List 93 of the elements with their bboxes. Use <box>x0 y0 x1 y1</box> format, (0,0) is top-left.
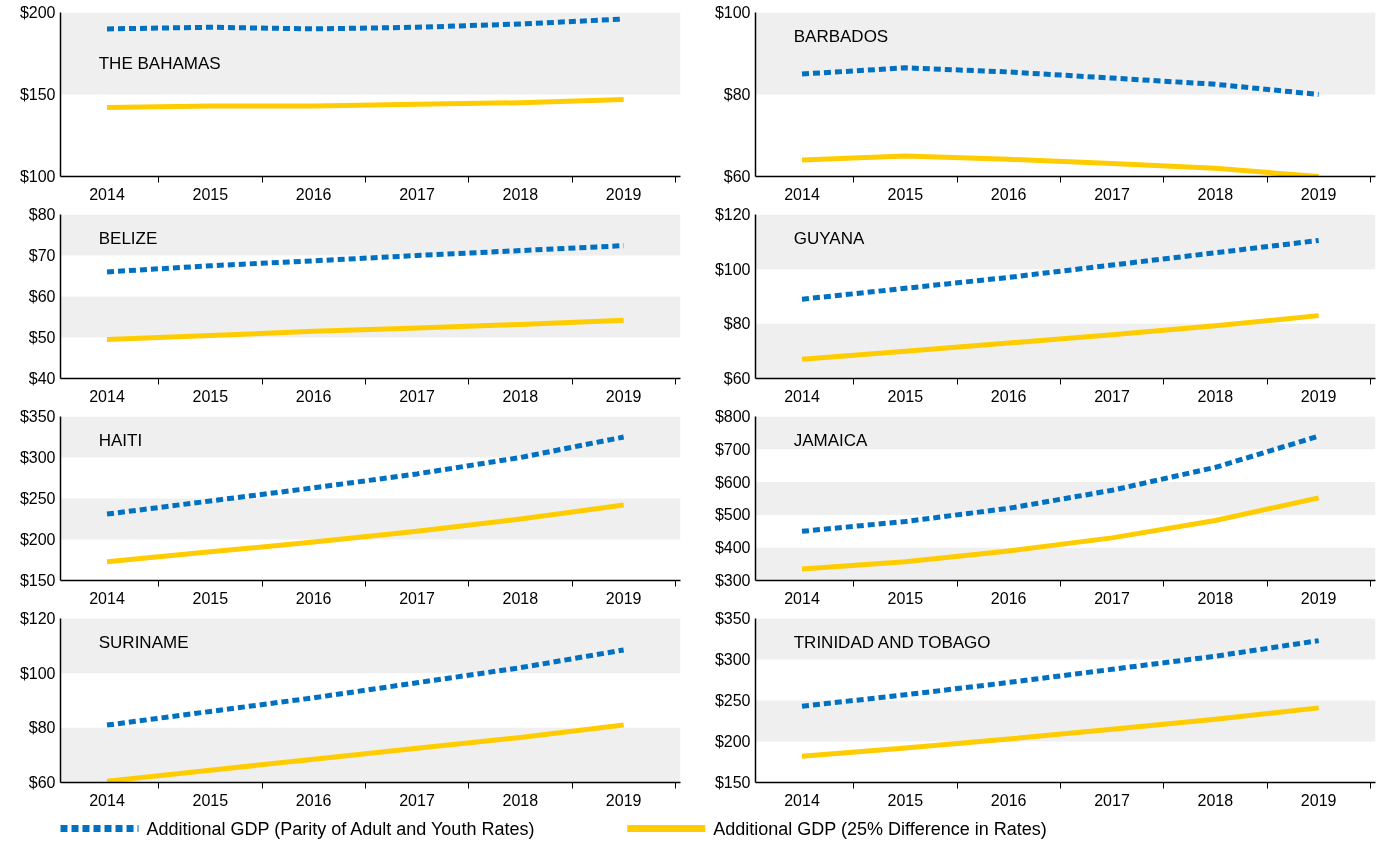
x-tick-label: 2019 <box>605 387 642 405</box>
y-tick-label: $350 <box>19 408 56 425</box>
x-tick-label: 2016 <box>990 791 1027 809</box>
y-tick-label: $80 <box>28 206 56 223</box>
text: BELIZE <box>98 228 158 248</box>
x-tick-label: 2017 <box>1094 185 1130 203</box>
y-tick-label: $150 <box>714 774 751 791</box>
x-tick-label: 2014 <box>89 791 125 809</box>
y-tick-label: $300 <box>714 572 751 589</box>
x-tick-label: 2014 <box>784 791 820 809</box>
y-tick-label: $120 <box>19 610 56 627</box>
x-tick-label: 2014 <box>89 387 125 405</box>
x-tick-label: 2016 <box>295 387 332 405</box>
y-tick-label: $200 <box>19 4 56 21</box>
x-tick-label: 2015 <box>887 791 924 809</box>
y-tick-label: $80 <box>723 86 751 103</box>
x-tick-label: 2015 <box>887 185 924 203</box>
y-tick-label: $800 <box>714 408 751 425</box>
y-tick-label: $400 <box>714 539 751 557</box>
y-tick-label: $300 <box>714 651 751 668</box>
y-tick-label: $60 <box>723 168 751 185</box>
x-tick-label: 2016 <box>990 387 1027 405</box>
x-tick-label: 2016 <box>990 185 1027 203</box>
y-tick-label: $120 <box>714 206 751 223</box>
y-tick-label: $60 <box>28 288 56 305</box>
x-tick-label: 2018 <box>502 387 539 405</box>
x-tick-label: 2015 <box>192 791 229 809</box>
y-tick-label: $100 <box>19 664 56 682</box>
y-tick-label: $200 <box>714 733 751 750</box>
x-tick-label: 2017 <box>1094 387 1130 405</box>
x-tick-label: 2018 <box>1197 387 1234 405</box>
x-tick-label: 2019 <box>605 791 642 809</box>
y-tick-label: $80 <box>28 719 56 737</box>
y-tick-label: $350 <box>714 610 751 627</box>
y-tick-label: $70 <box>28 247 56 264</box>
y-tick-label: $100 <box>714 260 751 278</box>
x-tick-label: 2018 <box>1197 185 1234 203</box>
x-tick-label: 2017 <box>399 185 435 203</box>
x-tick-label: 2019 <box>605 185 642 203</box>
x-tick-label: 2017 <box>399 387 435 405</box>
x-tick-label: 2016 <box>295 589 332 607</box>
y-tick-label: $100 <box>714 4 751 21</box>
y-tick-label: $60 <box>28 774 56 791</box>
x-tick-label: 2018 <box>1197 589 1234 607</box>
y-tick-label: $80 <box>723 315 751 333</box>
x-tick-label: 2017 <box>399 791 435 809</box>
x-tick-label: 2015 <box>887 589 924 607</box>
x-tick-label: 2016 <box>990 589 1027 607</box>
legend-label: Additional GDP (Parity of Adult and Youth Rates) <box>146 818 535 839</box>
x-tick-label: 2019 <box>1300 185 1337 203</box>
y-tick-label: $60 <box>723 370 751 387</box>
x-tick-label: 2014 <box>89 589 125 607</box>
y-tick-label: $700 <box>714 440 751 458</box>
y-tick-label: $250 <box>714 692 751 709</box>
x-tick-label: 2018 <box>1197 791 1234 809</box>
y-tick-label: $40 <box>28 370 56 387</box>
x-tick-label: 2017 <box>1094 791 1130 809</box>
text: THE BAHAMAS <box>98 53 221 73</box>
y-tick-label: $250 <box>19 490 56 507</box>
text: JAMAICA <box>793 430 869 450</box>
x-tick-label: 2019 <box>605 589 642 607</box>
y-tick-label: $200 <box>19 531 56 548</box>
text: SURINAME <box>98 632 189 652</box>
text: BARBADOS <box>793 26 889 46</box>
y-tick-label: $500 <box>714 506 751 524</box>
y-tick-label: $50 <box>28 329 56 346</box>
y-tick-label: $600 <box>714 473 751 491</box>
x-tick-label: 2015 <box>192 185 229 203</box>
x-tick-label: 2014 <box>784 185 820 203</box>
y-tick-label: $100 <box>19 168 56 185</box>
x-tick-label: 2018 <box>502 791 539 809</box>
x-tick-label: 2015 <box>192 387 229 405</box>
x-tick-label: 2014 <box>784 387 820 405</box>
x-tick-label: 2015 <box>887 387 924 405</box>
x-tick-label: 2014 <box>89 185 125 203</box>
x-tick-label: 2015 <box>192 589 229 607</box>
x-tick-label: 2017 <box>399 589 435 607</box>
x-tick-label: 2016 <box>295 185 332 203</box>
x-tick-label: 2019 <box>1300 589 1337 607</box>
legend-label: Additional GDP (25% Difference in Rates) <box>713 818 1047 839</box>
x-tick-label: 2019 <box>1300 387 1337 405</box>
x-tick-label: 2016 <box>295 791 332 809</box>
y-tick-label: $150 <box>19 572 56 589</box>
x-tick-label: 2017 <box>1094 589 1130 607</box>
x-tick-label: 2019 <box>1300 791 1337 809</box>
y-tick-label: $300 <box>19 449 56 466</box>
text: TRINIDAD AND TOBAGO <box>793 632 991 652</box>
x-tick-label: 2018 <box>502 185 539 203</box>
x-tick-label: 2018 <box>502 589 539 607</box>
text: HAITI <box>98 430 143 450</box>
text: GUYANA <box>793 228 865 248</box>
y-tick-label: $150 <box>19 86 56 103</box>
x-tick-label: 2014 <box>784 589 820 607</box>
